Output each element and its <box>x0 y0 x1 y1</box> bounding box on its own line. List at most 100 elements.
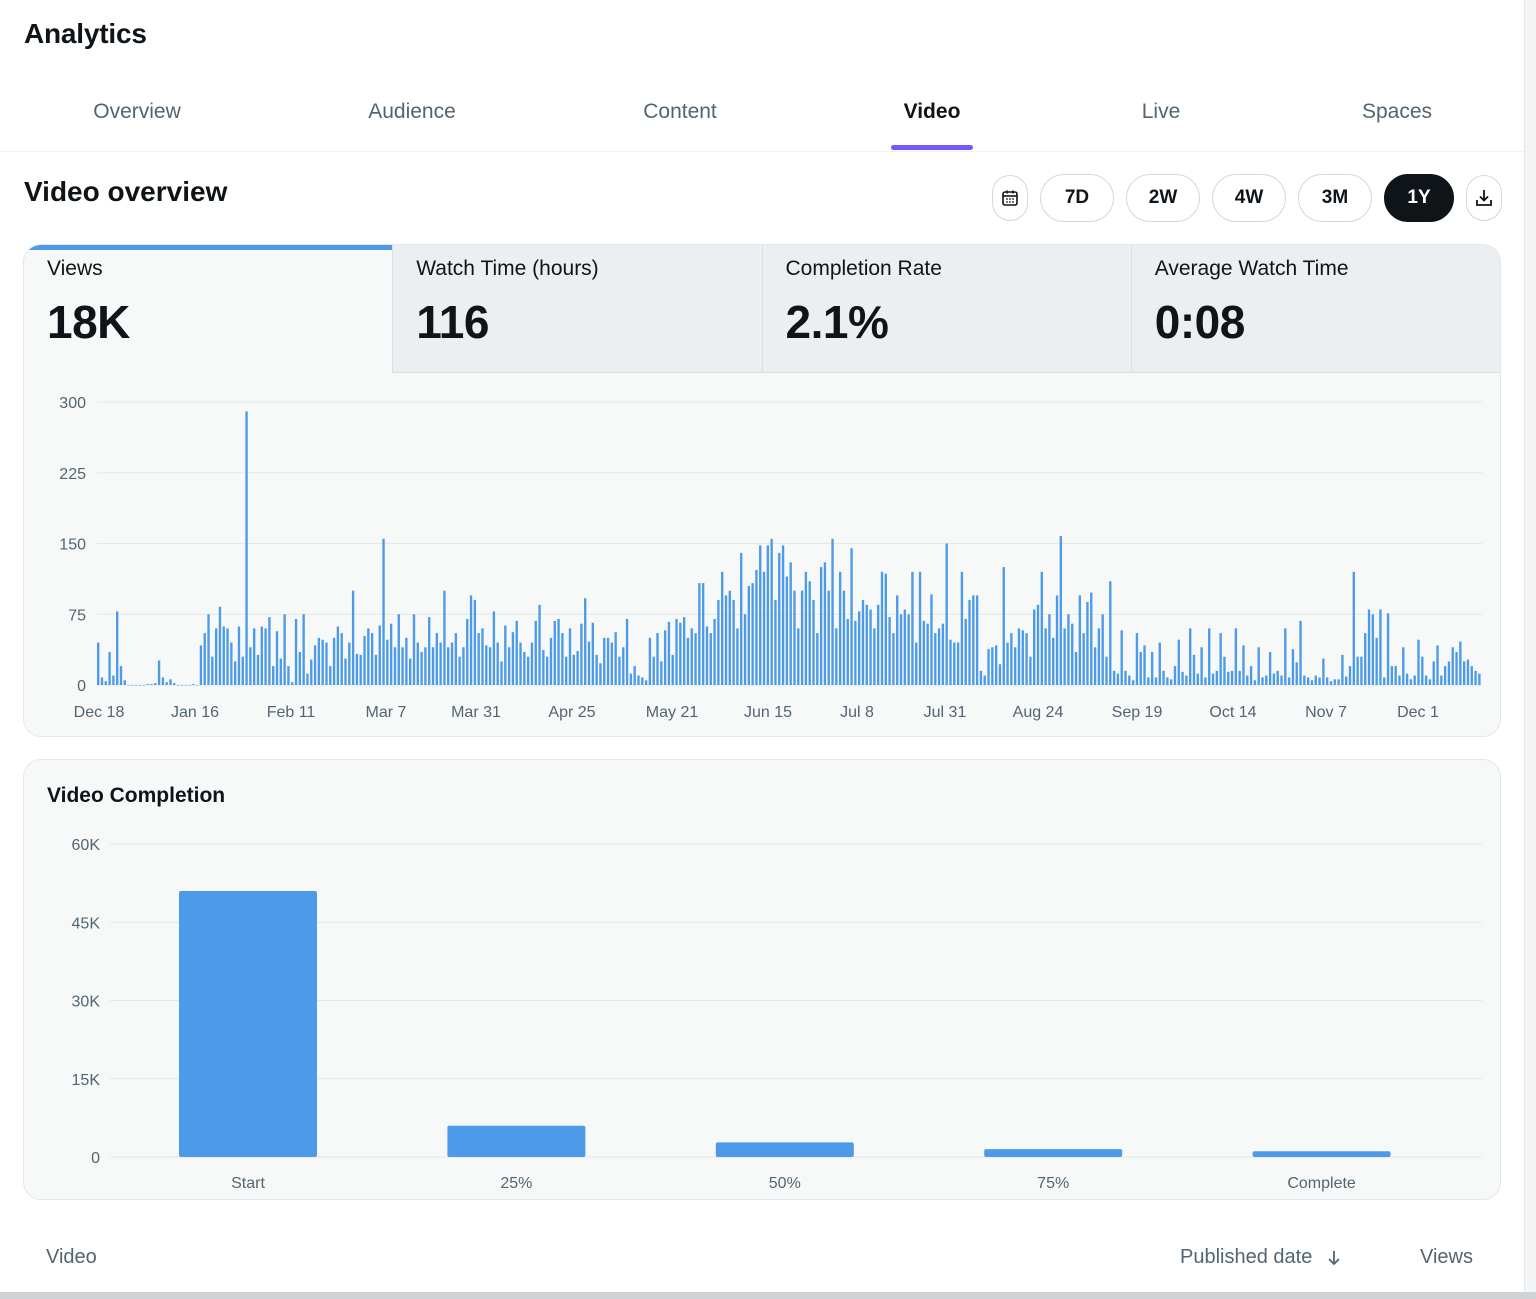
views-bar <box>603 637 606 685</box>
views-bar <box>930 594 933 685</box>
views-bar <box>656 633 659 685</box>
completion-bar-chart: 0 15K 30K 45K 60K Start 25% 50% 75% Complete <box>72 837 1482 1192</box>
views-bar <box>622 647 625 685</box>
views-bar <box>1284 628 1287 685</box>
metric-views[interactable]: Views 18K <box>24 245 394 373</box>
views-bar <box>953 642 956 685</box>
tab-content[interactable]: Content <box>632 72 728 152</box>
calendar-button[interactable] <box>992 175 1028 221</box>
views-bar <box>1208 628 1211 685</box>
views-bar <box>816 633 819 685</box>
views-bar <box>736 628 739 685</box>
views-bar <box>1143 645 1146 685</box>
views-bar <box>641 677 644 685</box>
views-bar <box>203 633 206 685</box>
views-bar <box>1440 675 1443 685</box>
tab-audience[interactable]: Audience <box>356 72 468 152</box>
views-bar <box>321 639 324 685</box>
views-bar <box>192 684 195 685</box>
views-bar <box>709 633 712 685</box>
range-7d-button[interactable]: 7D <box>1040 174 1114 222</box>
y-tick-label: 15K <box>72 1072 101 1089</box>
views-bar <box>797 628 800 685</box>
views-bar <box>1219 633 1222 685</box>
tab-live[interactable]: Live <box>1133 72 1189 152</box>
views-bar <box>260 626 263 685</box>
views-bar <box>1375 637 1378 685</box>
metric-watch-time[interactable]: Watch Time (hours) 116 <box>393 245 763 373</box>
views-bar <box>1333 679 1336 685</box>
views-bar <box>1360 656 1363 685</box>
tab-label: Overview <box>93 100 181 123</box>
views-bar <box>237 626 241 685</box>
range-1y-button[interactable]: 1Y <box>1384 174 1454 222</box>
views-bar <box>431 647 435 685</box>
views-bar <box>119 666 123 685</box>
views-bar <box>637 675 640 685</box>
tab-spaces[interactable]: Spaces <box>1352 72 1442 152</box>
range-4w-button[interactable]: 4W <box>1212 174 1286 222</box>
views-bar <box>500 661 503 685</box>
range-2w-button[interactable]: 2W <box>1126 174 1200 222</box>
views-bar <box>1348 666 1352 685</box>
views-bar <box>1006 642 1009 685</box>
metric-average-watch-time[interactable]: Average Watch Time 0:08 <box>1131 245 1500 373</box>
views-bar <box>987 649 990 685</box>
views-bar <box>412 614 416 685</box>
views-bar <box>865 604 868 685</box>
x-tick-label: Sep 19 <box>1112 704 1163 721</box>
views-bar <box>1044 628 1047 685</box>
views-bar <box>332 637 336 685</box>
views-bar <box>740 552 743 685</box>
views-bar <box>861 600 865 685</box>
views-bar <box>298 651 302 685</box>
tab-overview[interactable]: Overview <box>87 72 187 152</box>
views-bar <box>1131 680 1135 685</box>
x-tick-label: Dec 18 <box>74 704 125 721</box>
views-bar <box>1120 630 1123 685</box>
views-bar <box>1234 628 1238 685</box>
x-tick-label: Mar 7 <box>366 704 407 721</box>
x-tick-label: Nov 7 <box>1305 704 1347 721</box>
views-bar <box>823 562 827 685</box>
views-bar <box>553 620 556 685</box>
views-bar <box>443 590 446 685</box>
y-tick-label: 225 <box>59 466 86 483</box>
views-bar <box>184 685 187 686</box>
views-bar <box>310 659 313 685</box>
tab-video[interactable]: Video <box>891 72 973 152</box>
views-bar <box>355 653 359 685</box>
metric-label: Completion Rate <box>785 257 942 280</box>
views-bar <box>549 637 553 685</box>
views-bar <box>1341 654 1344 685</box>
x-tick-label: Complete <box>1287 1175 1356 1192</box>
download-button[interactable] <box>1466 175 1502 221</box>
views-bar <box>1169 679 1173 685</box>
views-bar <box>359 654 362 685</box>
metric-completion-rate[interactable]: Completion Rate 2.1% <box>762 245 1132 373</box>
column-published-date[interactable]: Published date <box>1180 1246 1342 1269</box>
x-tick-label: 25% <box>500 1175 532 1192</box>
views-bar <box>618 656 621 685</box>
views-bar <box>409 658 412 685</box>
views-bar <box>728 590 731 685</box>
views-bar <box>1154 677 1158 685</box>
views-bar <box>964 618 967 685</box>
range-3m-button[interactable]: 3M <box>1298 174 1372 222</box>
views-bar <box>256 654 260 685</box>
views-bar <box>157 660 161 685</box>
views-bar <box>1097 628 1101 685</box>
views-bar <box>922 620 926 685</box>
views-bar <box>1421 656 1424 685</box>
views-bar <box>1181 671 1184 685</box>
views-bar <box>979 670 983 685</box>
column-views[interactable]: Views <box>1420 1246 1473 1268</box>
x-tick-label: Jan 16 <box>171 704 219 721</box>
views-bar <box>941 623 945 685</box>
views-bar <box>363 635 366 685</box>
x-tick-label: Jul 31 <box>924 704 967 721</box>
scrollbar-track[interactable] <box>1524 0 1536 1299</box>
views-bar <box>911 571 914 685</box>
views-bar <box>1025 633 1028 685</box>
views-bar <box>937 628 941 685</box>
